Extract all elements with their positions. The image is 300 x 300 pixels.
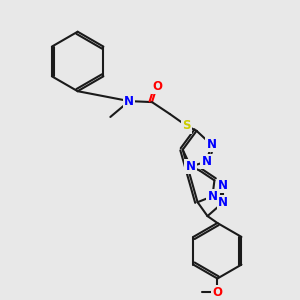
Text: N: N xyxy=(186,160,196,173)
Text: N: N xyxy=(218,196,228,209)
Text: O: O xyxy=(152,80,162,93)
Text: N: N xyxy=(206,138,217,151)
Text: N: N xyxy=(218,179,228,192)
Text: N: N xyxy=(207,190,218,203)
Text: S: S xyxy=(182,119,191,132)
Text: N: N xyxy=(202,155,212,168)
Text: N: N xyxy=(124,94,134,108)
Text: O: O xyxy=(212,286,222,299)
